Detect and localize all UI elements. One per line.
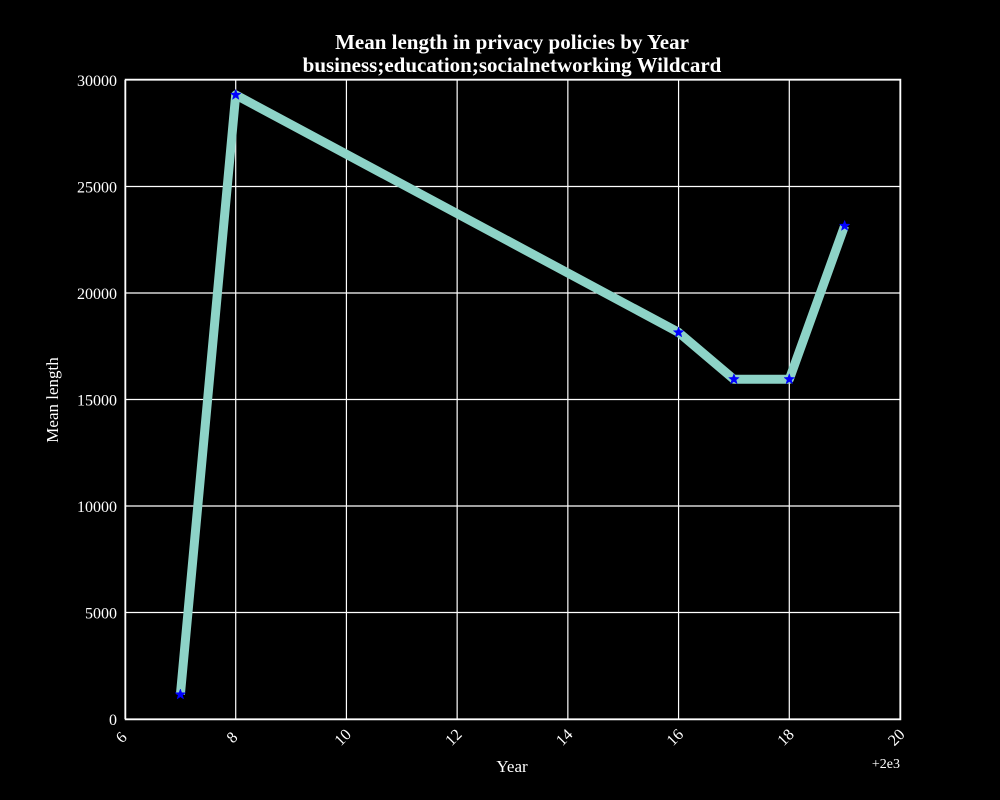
data-point-marker xyxy=(838,219,851,231)
data-point-marker xyxy=(174,688,187,700)
x-tick-label: 6 xyxy=(113,729,131,747)
y-tick-label: 30000 xyxy=(77,73,117,90)
y-tick-label: 25000 xyxy=(77,180,117,197)
x-offset-label: +2e3 xyxy=(872,757,900,772)
y-tick-label: 0 xyxy=(109,712,117,729)
data-point-marker xyxy=(783,373,796,385)
y-tick-label: 15000 xyxy=(77,393,117,410)
x-tick-label: 18 xyxy=(774,726,797,749)
data-point-marker xyxy=(672,326,685,338)
tick-labels: 6 8 10 12 14 16 18 20 0 5000 10000 15000 20000 25000 3… xyxy=(77,73,908,749)
series-layer xyxy=(174,88,851,700)
y-tick-label: 10000 xyxy=(77,499,117,516)
x-tick-label: 8 xyxy=(224,729,242,747)
x-tick-label: 20 xyxy=(885,726,908,749)
chart-subtitle: business;education;socialnetworking Wild… xyxy=(303,53,722,77)
data-point-marker xyxy=(229,88,242,100)
x-tick-label: 16 xyxy=(664,726,687,749)
x-tick-label: 10 xyxy=(332,726,355,749)
y-tick-label: 5000 xyxy=(85,606,117,623)
plot-frame xyxy=(124,78,902,721)
x-tick-label: 14 xyxy=(553,726,576,749)
x-tick-label: 12 xyxy=(442,726,465,749)
chart-title: Mean length in privacy policies by Year xyxy=(335,30,689,54)
data-point-marker xyxy=(728,373,740,385)
y-tick-label: 20000 xyxy=(77,286,117,303)
grid-lines xyxy=(124,79,901,720)
series-line xyxy=(175,90,849,695)
x-axis-label: Year xyxy=(496,757,528,776)
y-axis-label: Mean length xyxy=(43,357,62,443)
